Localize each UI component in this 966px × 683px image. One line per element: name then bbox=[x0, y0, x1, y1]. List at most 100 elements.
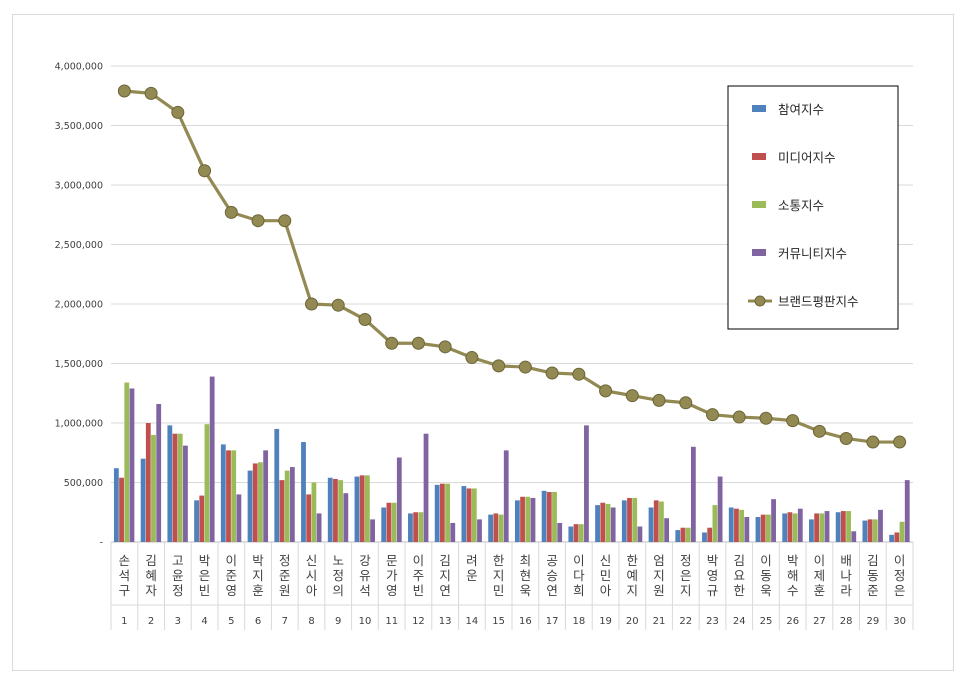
y-tick-label: - bbox=[100, 538, 103, 549]
x-rank-label: 10 bbox=[359, 616, 372, 627]
bar-2-12 bbox=[413, 512, 419, 542]
line-point-18 bbox=[572, 367, 586, 381]
bar-2-10 bbox=[359, 475, 365, 542]
x-rank-label: 29 bbox=[867, 616, 880, 627]
line-point-15 bbox=[492, 359, 506, 373]
bar-2-29 bbox=[867, 519, 873, 542]
bar-3-23 bbox=[712, 505, 718, 542]
grid-layer bbox=[110, 65, 914, 630]
bar-2-26 bbox=[787, 512, 793, 542]
x-rank-label: 6 bbox=[255, 616, 261, 627]
x-rank-label: 13 bbox=[439, 616, 452, 627]
bar-4-21 bbox=[664, 518, 670, 542]
bar-3-24 bbox=[739, 509, 745, 542]
bar-1-16 bbox=[514, 500, 520, 542]
bar-4-11 bbox=[396, 457, 402, 542]
bar-3-7 bbox=[284, 470, 290, 542]
bar-3-12 bbox=[418, 512, 424, 542]
legend-swatch bbox=[752, 201, 766, 208]
x-rank-label: 30 bbox=[893, 616, 906, 627]
bar-2-1 bbox=[119, 477, 124, 542]
line-point-24 bbox=[732, 410, 746, 424]
bar-4-8 bbox=[316, 513, 322, 542]
bar-2-19 bbox=[600, 502, 606, 542]
bar-4-16 bbox=[530, 497, 536, 542]
bar-2-24 bbox=[734, 508, 739, 542]
chart-frame: - 500,000 1,000,000 1,500,000 2,000,000 2,500… bbox=[12, 14, 954, 671]
bar-2-6 bbox=[252, 463, 258, 542]
line-point-21 bbox=[652, 393, 666, 407]
bar-3-4 bbox=[204, 424, 210, 542]
line-point-17 bbox=[545, 366, 559, 380]
bars-layer bbox=[113, 376, 910, 542]
bar-1-25 bbox=[755, 517, 761, 542]
line-point-23 bbox=[706, 408, 719, 422]
bar-4-12 bbox=[423, 433, 429, 542]
line-point-29 bbox=[866, 435, 880, 449]
bar-1-22 bbox=[675, 530, 681, 542]
bar-3-20 bbox=[632, 497, 638, 542]
y-tick-label: 2,500,000 bbox=[55, 240, 103, 251]
bar-2-21 bbox=[653, 500, 659, 542]
bar-4-20 bbox=[637, 526, 643, 542]
bar-1-13 bbox=[434, 484, 440, 542]
bar-1-27 bbox=[809, 519, 814, 542]
bar-3-6 bbox=[258, 462, 263, 542]
bar-2-13 bbox=[439, 483, 445, 542]
x-rank-label: 24 bbox=[733, 616, 746, 627]
bar-2-27 bbox=[814, 513, 820, 542]
bar-1-5 bbox=[220, 444, 226, 542]
bar-1-3 bbox=[167, 425, 173, 542]
line-point-6 bbox=[251, 214, 265, 228]
bar-3-1 bbox=[124, 382, 130, 542]
bar-4-2 bbox=[156, 403, 162, 542]
bar-4-6 bbox=[263, 450, 269, 542]
x-rank-label: 18 bbox=[572, 616, 585, 627]
line-point-7 bbox=[278, 214, 292, 228]
bar-3-17 bbox=[552, 492, 557, 542]
bar-3-27 bbox=[819, 513, 825, 542]
bar-2-5 bbox=[226, 450, 231, 542]
x-rank-label: 26 bbox=[786, 616, 799, 627]
bar-3-30 bbox=[899, 521, 905, 542]
line-point-5 bbox=[224, 205, 238, 219]
line-point-4 bbox=[198, 164, 212, 178]
y-tick-label: 3,500,000 bbox=[55, 121, 103, 132]
bar-1-17 bbox=[541, 490, 547, 542]
bar-4-24 bbox=[744, 517, 750, 542]
x-rank-label: 3 bbox=[175, 616, 181, 627]
x-rank-label: 7 bbox=[282, 616, 288, 627]
y-tick-label: 2,000,000 bbox=[55, 300, 103, 311]
bar-4-23 bbox=[717, 476, 723, 542]
bar-1-23 bbox=[702, 532, 707, 542]
bar-2-17 bbox=[546, 492, 552, 542]
y-tick-label: 500,000 bbox=[64, 478, 103, 489]
legend-swatch bbox=[752, 153, 766, 160]
bar-3-18 bbox=[578, 524, 584, 542]
bar-1-1 bbox=[113, 468, 119, 542]
bar-4-26 bbox=[797, 508, 803, 542]
legend-swatch bbox=[752, 105, 766, 112]
bar-3-9 bbox=[338, 480, 344, 542]
x-rank-label: 12 bbox=[412, 616, 425, 627]
legend-marker bbox=[754, 295, 766, 307]
bar-4-13 bbox=[450, 522, 456, 542]
bar-1-6 bbox=[247, 470, 253, 542]
bar-2-20 bbox=[627, 497, 632, 542]
x-rank-label: 4 bbox=[201, 616, 207, 627]
bar-3-22 bbox=[685, 527, 691, 542]
line-point-20 bbox=[625, 389, 639, 403]
x-rank-label: 2 bbox=[148, 616, 154, 627]
